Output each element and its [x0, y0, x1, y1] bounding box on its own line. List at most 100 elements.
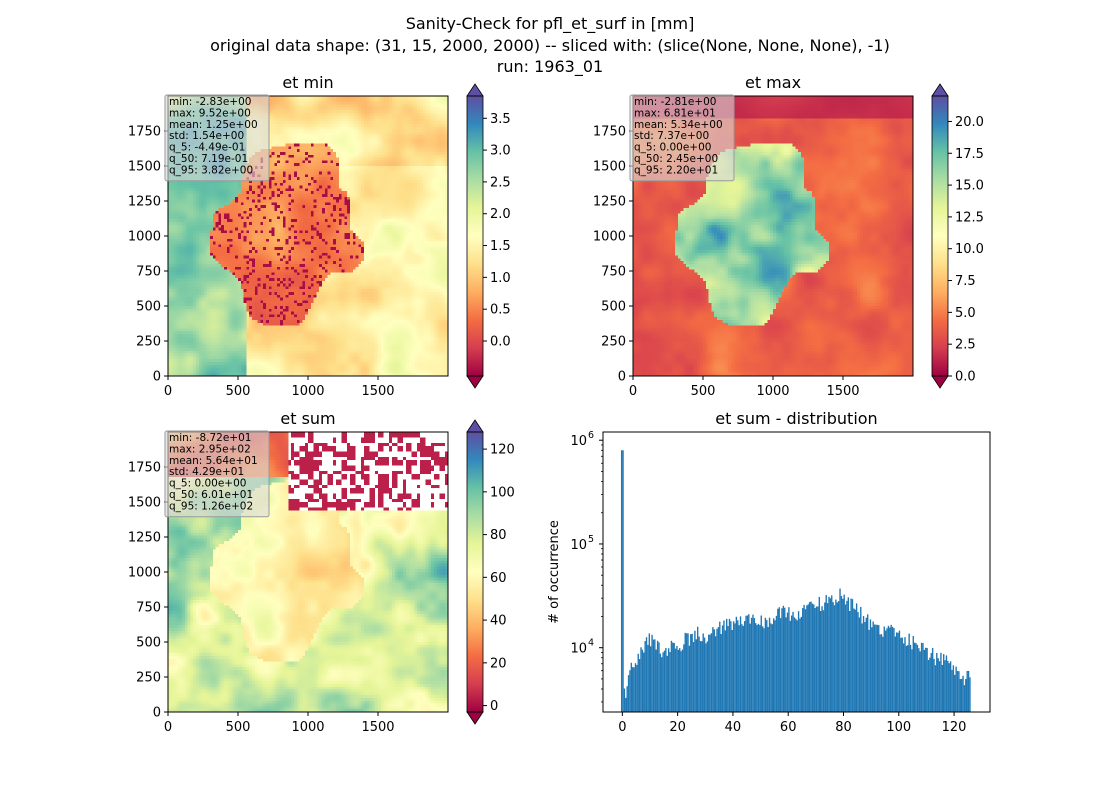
histogram-bar: [699, 640, 702, 712]
y-tick-label: 250: [136, 671, 161, 686]
histogram-bar: [810, 601, 812, 712]
histogram-bar: [864, 621, 866, 712]
heatmap-panel-2: et max 0 500 1000 1500 0 250 500 750 1000 1250 1500…: [593, 73, 984, 399]
colorbar: 0 20 40 60 80 100 120: [466, 419, 515, 725]
histogram-bar: [824, 602, 826, 712]
y-tick-label: 250: [601, 335, 626, 350]
histogram-bar: [727, 626, 729, 712]
histogram-bar: [688, 645, 691, 712]
histogram-bar: [944, 660, 946, 712]
y-tick-label: 500: [601, 300, 626, 315]
histogram-bar: [669, 652, 671, 712]
x-tick-label: 500: [226, 720, 251, 735]
panel-title: et max: [745, 73, 801, 92]
histogram-bar: [778, 607, 780, 712]
histogram-bar: [857, 612, 859, 712]
histogram-bar: [916, 644, 919, 712]
stats-line: q_50: 7.19e-01: [169, 153, 248, 165]
histogram-bar: [690, 634, 692, 712]
histogram-bar: [721, 625, 724, 712]
histogram-bar: [936, 652, 938, 712]
histogram-bar: [818, 596, 820, 712]
x-tick-label: 0: [629, 384, 637, 399]
histogram-bar: [789, 620, 791, 712]
histogram-bar: [768, 617, 771, 712]
histogram-bar: [779, 618, 782, 712]
histogram-bar: [666, 655, 668, 712]
x-tick-label: 0: [164, 384, 172, 399]
histogram-bar: [734, 623, 736, 712]
stats-line: min: -2.81e+00: [634, 96, 716, 108]
histogram-bar: [720, 634, 722, 712]
colorbar-tick-label: 1.0: [490, 271, 511, 286]
panel-title: et sum - distribution: [715, 409, 877, 428]
histogram-bar: [797, 611, 800, 712]
histogram-bar: [645, 637, 648, 712]
colorbar-tick-label: 5.0: [955, 306, 976, 321]
y-tick-label: 1500: [128, 160, 161, 175]
suptitle-line-3: run: 1963_01: [496, 57, 604, 76]
stats-line: mean: 5.34e+00: [634, 119, 723, 131]
stats-line: std: 7.37e+00: [634, 130, 709, 142]
stats-line: q_5: -4.49e-01: [169, 142, 245, 154]
histogram-bar: [825, 595, 827, 712]
histogram-bar: [883, 626, 885, 712]
stats-box-bg: [629, 94, 735, 182]
histogram-bar: [951, 669, 953, 712]
histogram-bar: [918, 648, 920, 712]
histogram-bar: [735, 616, 738, 712]
histogram-bar: [966, 670, 968, 712]
histogram-bar: [860, 606, 862, 712]
histogram-bar: [739, 616, 742, 712]
histogram-bar: [644, 641, 646, 712]
histogram-bar: [622, 450, 624, 712]
colorbar-tick-label: 0: [490, 699, 498, 714]
histogram-bar: [730, 621, 732, 712]
colorbar-tick-label: 17.5: [955, 147, 984, 162]
histogram-bar: [929, 657, 931, 712]
histogram-bar: [879, 634, 881, 712]
axes-frame: [602, 431, 991, 713]
histogram-bar: [962, 675, 964, 712]
histogram-bar: [850, 598, 852, 712]
histogram-bar: [770, 623, 772, 712]
histogram-bar: [822, 610, 825, 712]
histogram-bar: [941, 664, 944, 712]
histogram-bar: [920, 642, 923, 712]
colorbar-tick-label: 100: [490, 485, 515, 500]
histogram-bar: [828, 596, 830, 712]
histogram-bar: [954, 674, 956, 712]
histogram-bar: [786, 612, 789, 712]
histogram-bar: [819, 610, 822, 712]
histogram-bar: [623, 688, 626, 712]
histogram-bar: [761, 626, 764, 712]
histogram-bar: [878, 625, 880, 712]
histogram-bar: [667, 648, 670, 712]
histogram-bar: [815, 606, 818, 712]
histogram-bar: [625, 697, 627, 712]
histogram-bar: [752, 614, 754, 712]
histogram-bar: [908, 633, 910, 712]
histogram-bar: [808, 602, 811, 712]
histogram-bar: [663, 650, 666, 712]
histogram-bar: [782, 605, 785, 712]
y-axis-label: # of occurrence: [547, 520, 562, 624]
y-tick-label: 1750: [128, 461, 161, 476]
heatmap-panel-1: et min 0 500 1000 1500 0 250 500 750 1000 1250 1500…: [128, 73, 511, 399]
histogram-bar: [835, 599, 837, 712]
histogram-bar: [844, 604, 847, 712]
histogram-bar: [750, 617, 753, 712]
histogram-bar: [960, 678, 963, 712]
colorbar-tick-label: 15.0: [955, 179, 984, 194]
histogram-bar: [640, 647, 642, 712]
stats-line: q_95: 2.20e+01: [634, 164, 718, 176]
stats-line: min: -8.72e+01: [169, 432, 251, 444]
histogram-bar: [749, 623, 751, 712]
histogram-bar: [887, 625, 890, 712]
histogram-bar: [902, 643, 905, 712]
histogram-bar: [837, 601, 840, 712]
histogram-bar: [641, 649, 644, 712]
histogram-bar: [634, 663, 637, 712]
histogram-bar: [651, 634, 653, 712]
histogram-bar: [965, 678, 967, 712]
